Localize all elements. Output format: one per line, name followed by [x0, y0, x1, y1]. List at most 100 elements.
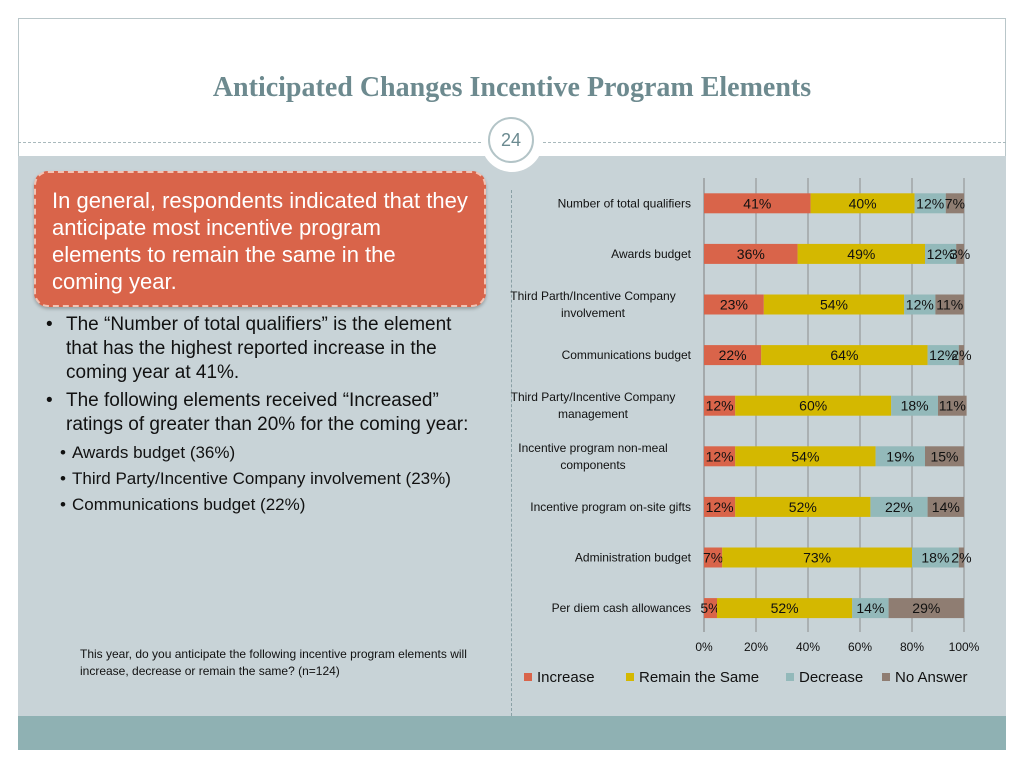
- data-label: 36%: [737, 246, 765, 262]
- data-label: 22%: [885, 499, 913, 515]
- bullet-item: The “Number of total qualifiers” is the …: [44, 313, 474, 385]
- bar-segment: [852, 598, 889, 619]
- bar-segment: [704, 446, 736, 467]
- bar-segment: [925, 446, 964, 467]
- survey-question: This year, do you anticipate the followi…: [80, 647, 467, 678]
- bar-segment: [875, 446, 925, 467]
- category-label: Third Party/Incentive Company management: [511, 390, 676, 421]
- bar-segment: [704, 243, 798, 264]
- data-label: 52%: [771, 600, 799, 616]
- data-label: 12%: [706, 448, 734, 464]
- category-label-line: Administration budget: [575, 551, 692, 565]
- category-label: Incentive program on-site gifts: [530, 500, 691, 514]
- sub-bullet-item: Third Party/Incentive Company involvemen…: [44, 467, 474, 490]
- data-label: 11%: [939, 398, 966, 414]
- data-label: 19%: [886, 448, 914, 464]
- legend-label: No Answer: [895, 669, 968, 686]
- x-tick-label: 0%: [695, 640, 713, 654]
- data-label: 40%: [849, 195, 877, 211]
- data-label: 41%: [743, 195, 771, 211]
- data-label: 14%: [856, 600, 884, 616]
- bar-segment: [722, 547, 912, 568]
- legend-label: Increase: [537, 669, 595, 686]
- bar-segment: [704, 345, 762, 366]
- data-label: 7%: [703, 550, 723, 566]
- data-label: 2%: [951, 550, 971, 566]
- category-label-line: Communications budget: [562, 348, 692, 362]
- data-label: 18%: [901, 398, 929, 414]
- data-label: 3%: [950, 246, 970, 262]
- data-label: 12%: [927, 246, 955, 262]
- bar-segment: [945, 193, 964, 214]
- category-label-line: Incentive program on-site gifts: [530, 500, 691, 514]
- category-label-line: involvement: [561, 306, 626, 320]
- category-label-line: Incentive program non-meal: [518, 441, 667, 455]
- bar-segment: [904, 294, 936, 315]
- bar-segment: [935, 294, 964, 315]
- category-label: Per diem cash allowances: [552, 601, 691, 615]
- category-label: Awards budget: [611, 247, 692, 261]
- x-tick-label: 40%: [796, 640, 820, 654]
- sub-bullet-item: Communications budget (22%): [44, 493, 474, 516]
- data-label: 11%: [936, 297, 963, 313]
- sub-bullet-item: Awards budget (36%): [44, 441, 474, 464]
- legend-swatch: [882, 673, 890, 681]
- bar-segment: [704, 294, 764, 315]
- bullet-list: The “Number of total qualifiers” is the …: [44, 313, 474, 519]
- category-label-line: Per diem cash allowances: [552, 601, 691, 615]
- category-label-line: Number of total qualifiers: [558, 196, 691, 210]
- footer-band: [18, 716, 1006, 750]
- category-label-line: management: [558, 407, 629, 421]
- category-label: Administration budget: [575, 551, 692, 565]
- data-label: 73%: [803, 550, 831, 566]
- data-label: 64%: [830, 347, 858, 363]
- data-label: 54%: [791, 448, 819, 464]
- data-label: 60%: [799, 398, 827, 414]
- bar-segment: [914, 193, 946, 214]
- bar-segment: [735, 446, 876, 467]
- category-label-line: components: [560, 458, 625, 472]
- category-label: Incentive program non-meal components: [518, 441, 667, 472]
- bar-segment: [938, 395, 967, 416]
- bar-segment: [870, 496, 928, 517]
- data-label: 12%: [906, 297, 934, 313]
- bar-segment: [704, 547, 723, 568]
- summary-callout: In general, respondents indicated that t…: [34, 171, 486, 307]
- data-label: 23%: [720, 297, 748, 313]
- data-label: 12%: [929, 347, 957, 363]
- data-label: 12%: [916, 195, 944, 211]
- data-label: 12%: [706, 398, 734, 414]
- bar-segment: [761, 345, 928, 366]
- data-label: 14%: [932, 499, 960, 515]
- data-label: 15%: [930, 448, 958, 464]
- legend-label: Decrease: [799, 669, 863, 686]
- legend-swatch: [524, 673, 532, 681]
- legend-label: Remain the Same: [639, 669, 759, 686]
- category-label: Third Parth/Incentive Company involvement: [510, 289, 675, 320]
- data-label: 22%: [719, 347, 747, 363]
- data-label: 5%: [700, 600, 720, 616]
- bar-segment: [704, 193, 811, 214]
- bar-segment: [956, 243, 964, 264]
- bar-segment: [891, 395, 938, 416]
- x-tick-label: 20%: [744, 640, 768, 654]
- x-tick-label: 80%: [900, 640, 924, 654]
- x-tick-label: 100%: [949, 640, 980, 654]
- bar-segment: [735, 496, 871, 517]
- data-label: 49%: [847, 246, 875, 262]
- bar-segment: [925, 243, 957, 264]
- data-label: 12%: [706, 499, 734, 515]
- category-label-line: Third Party/Incentive Company: [511, 390, 676, 404]
- bar-segment: [717, 598, 853, 619]
- bar-segment: [888, 598, 964, 619]
- category-label-line: Awards budget: [611, 247, 692, 261]
- x-tick-label: 60%: [848, 640, 872, 654]
- bar-segment: [763, 294, 905, 315]
- column-divider: [511, 190, 512, 716]
- bar-segment: [735, 395, 892, 416]
- data-label: 52%: [789, 499, 817, 515]
- bar-segment: [927, 496, 964, 517]
- data-label: 2%: [951, 347, 971, 363]
- slide-title: Anticipated Changes Incentive Program El…: [212, 72, 812, 103]
